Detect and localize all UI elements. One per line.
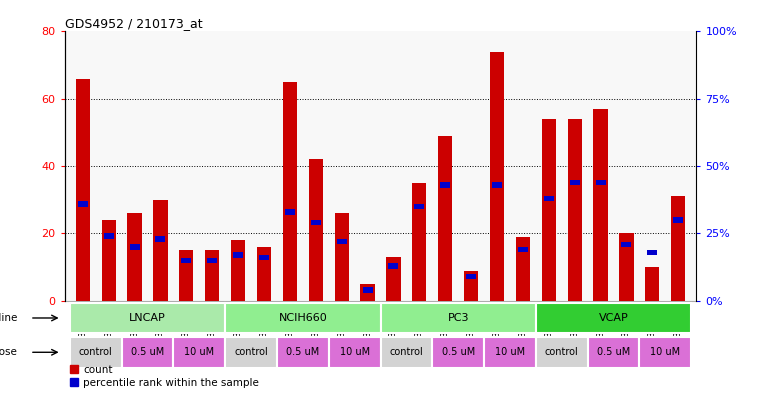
Text: 10 uM: 10 uM bbox=[650, 347, 680, 357]
Bar bbox=[542, 119, 556, 301]
Text: 0.5 uM: 0.5 uM bbox=[441, 347, 475, 357]
Bar bbox=[432, 337, 484, 368]
Text: VCAP: VCAP bbox=[599, 313, 629, 323]
Bar bbox=[155, 236, 165, 242]
Bar bbox=[127, 213, 142, 301]
Text: 10 uM: 10 uM bbox=[184, 347, 215, 357]
Bar bbox=[103, 233, 113, 239]
Bar bbox=[257, 247, 271, 301]
Bar bbox=[414, 204, 425, 209]
Text: control: control bbox=[234, 347, 268, 357]
Text: NCIH660: NCIH660 bbox=[279, 313, 327, 323]
Bar bbox=[336, 239, 347, 244]
Bar bbox=[283, 82, 297, 301]
Bar bbox=[285, 209, 295, 215]
Bar bbox=[207, 258, 217, 263]
Bar bbox=[361, 284, 374, 301]
Text: dose: dose bbox=[0, 347, 18, 357]
Text: PC3: PC3 bbox=[447, 313, 469, 323]
Bar bbox=[639, 337, 691, 368]
Text: GDS4952 / 210173_at: GDS4952 / 210173_at bbox=[65, 17, 202, 30]
Text: LNCAP: LNCAP bbox=[129, 313, 166, 323]
Bar bbox=[70, 303, 225, 333]
Bar bbox=[335, 213, 349, 301]
Bar bbox=[570, 180, 580, 185]
Bar bbox=[129, 244, 139, 250]
Bar bbox=[75, 79, 90, 301]
Bar bbox=[484, 337, 536, 368]
Bar bbox=[594, 109, 607, 301]
Text: control: control bbox=[545, 347, 578, 357]
Bar bbox=[536, 337, 587, 368]
Bar bbox=[464, 270, 478, 301]
Text: 0.5 uM: 0.5 uM bbox=[597, 347, 630, 357]
Bar bbox=[181, 258, 191, 263]
Bar bbox=[440, 182, 451, 188]
Text: 0.5 uM: 0.5 uM bbox=[131, 347, 164, 357]
Bar bbox=[101, 220, 116, 301]
Bar bbox=[277, 337, 329, 368]
Bar bbox=[233, 252, 243, 258]
Bar bbox=[231, 240, 245, 301]
Bar bbox=[412, 183, 426, 301]
Bar bbox=[619, 233, 634, 301]
Bar bbox=[544, 196, 554, 201]
Bar bbox=[380, 337, 432, 368]
Bar bbox=[492, 182, 502, 188]
Bar bbox=[671, 196, 686, 301]
Bar bbox=[329, 337, 380, 368]
Bar bbox=[122, 337, 174, 368]
Bar bbox=[536, 303, 691, 333]
Bar bbox=[388, 263, 399, 268]
Text: control: control bbox=[79, 347, 113, 357]
Text: 0.5 uM: 0.5 uM bbox=[286, 347, 320, 357]
Bar bbox=[225, 337, 277, 368]
Bar bbox=[466, 274, 476, 279]
Bar bbox=[78, 201, 88, 207]
Bar bbox=[568, 119, 581, 301]
Bar bbox=[174, 337, 225, 368]
Bar bbox=[596, 180, 606, 185]
Bar bbox=[516, 237, 530, 301]
Bar bbox=[309, 160, 323, 301]
Bar bbox=[438, 136, 452, 301]
Bar bbox=[673, 217, 683, 223]
Bar bbox=[490, 51, 504, 301]
Bar bbox=[380, 303, 536, 333]
Bar bbox=[622, 242, 632, 247]
Text: 10 uM: 10 uM bbox=[495, 347, 525, 357]
Bar bbox=[645, 267, 660, 301]
Bar bbox=[362, 287, 373, 293]
Bar bbox=[70, 337, 122, 368]
Bar bbox=[225, 303, 380, 333]
Bar bbox=[587, 337, 639, 368]
Bar bbox=[180, 250, 193, 301]
Bar bbox=[310, 220, 321, 226]
Bar bbox=[518, 247, 528, 252]
Bar bbox=[387, 257, 400, 301]
Text: control: control bbox=[390, 347, 423, 357]
Bar bbox=[154, 200, 167, 301]
Bar bbox=[648, 250, 658, 255]
Text: 10 uM: 10 uM bbox=[339, 347, 370, 357]
Bar bbox=[205, 250, 219, 301]
Bar bbox=[259, 255, 269, 261]
Legend: count, percentile rank within the sample: count, percentile rank within the sample bbox=[70, 365, 260, 388]
Text: cell line: cell line bbox=[0, 313, 18, 323]
